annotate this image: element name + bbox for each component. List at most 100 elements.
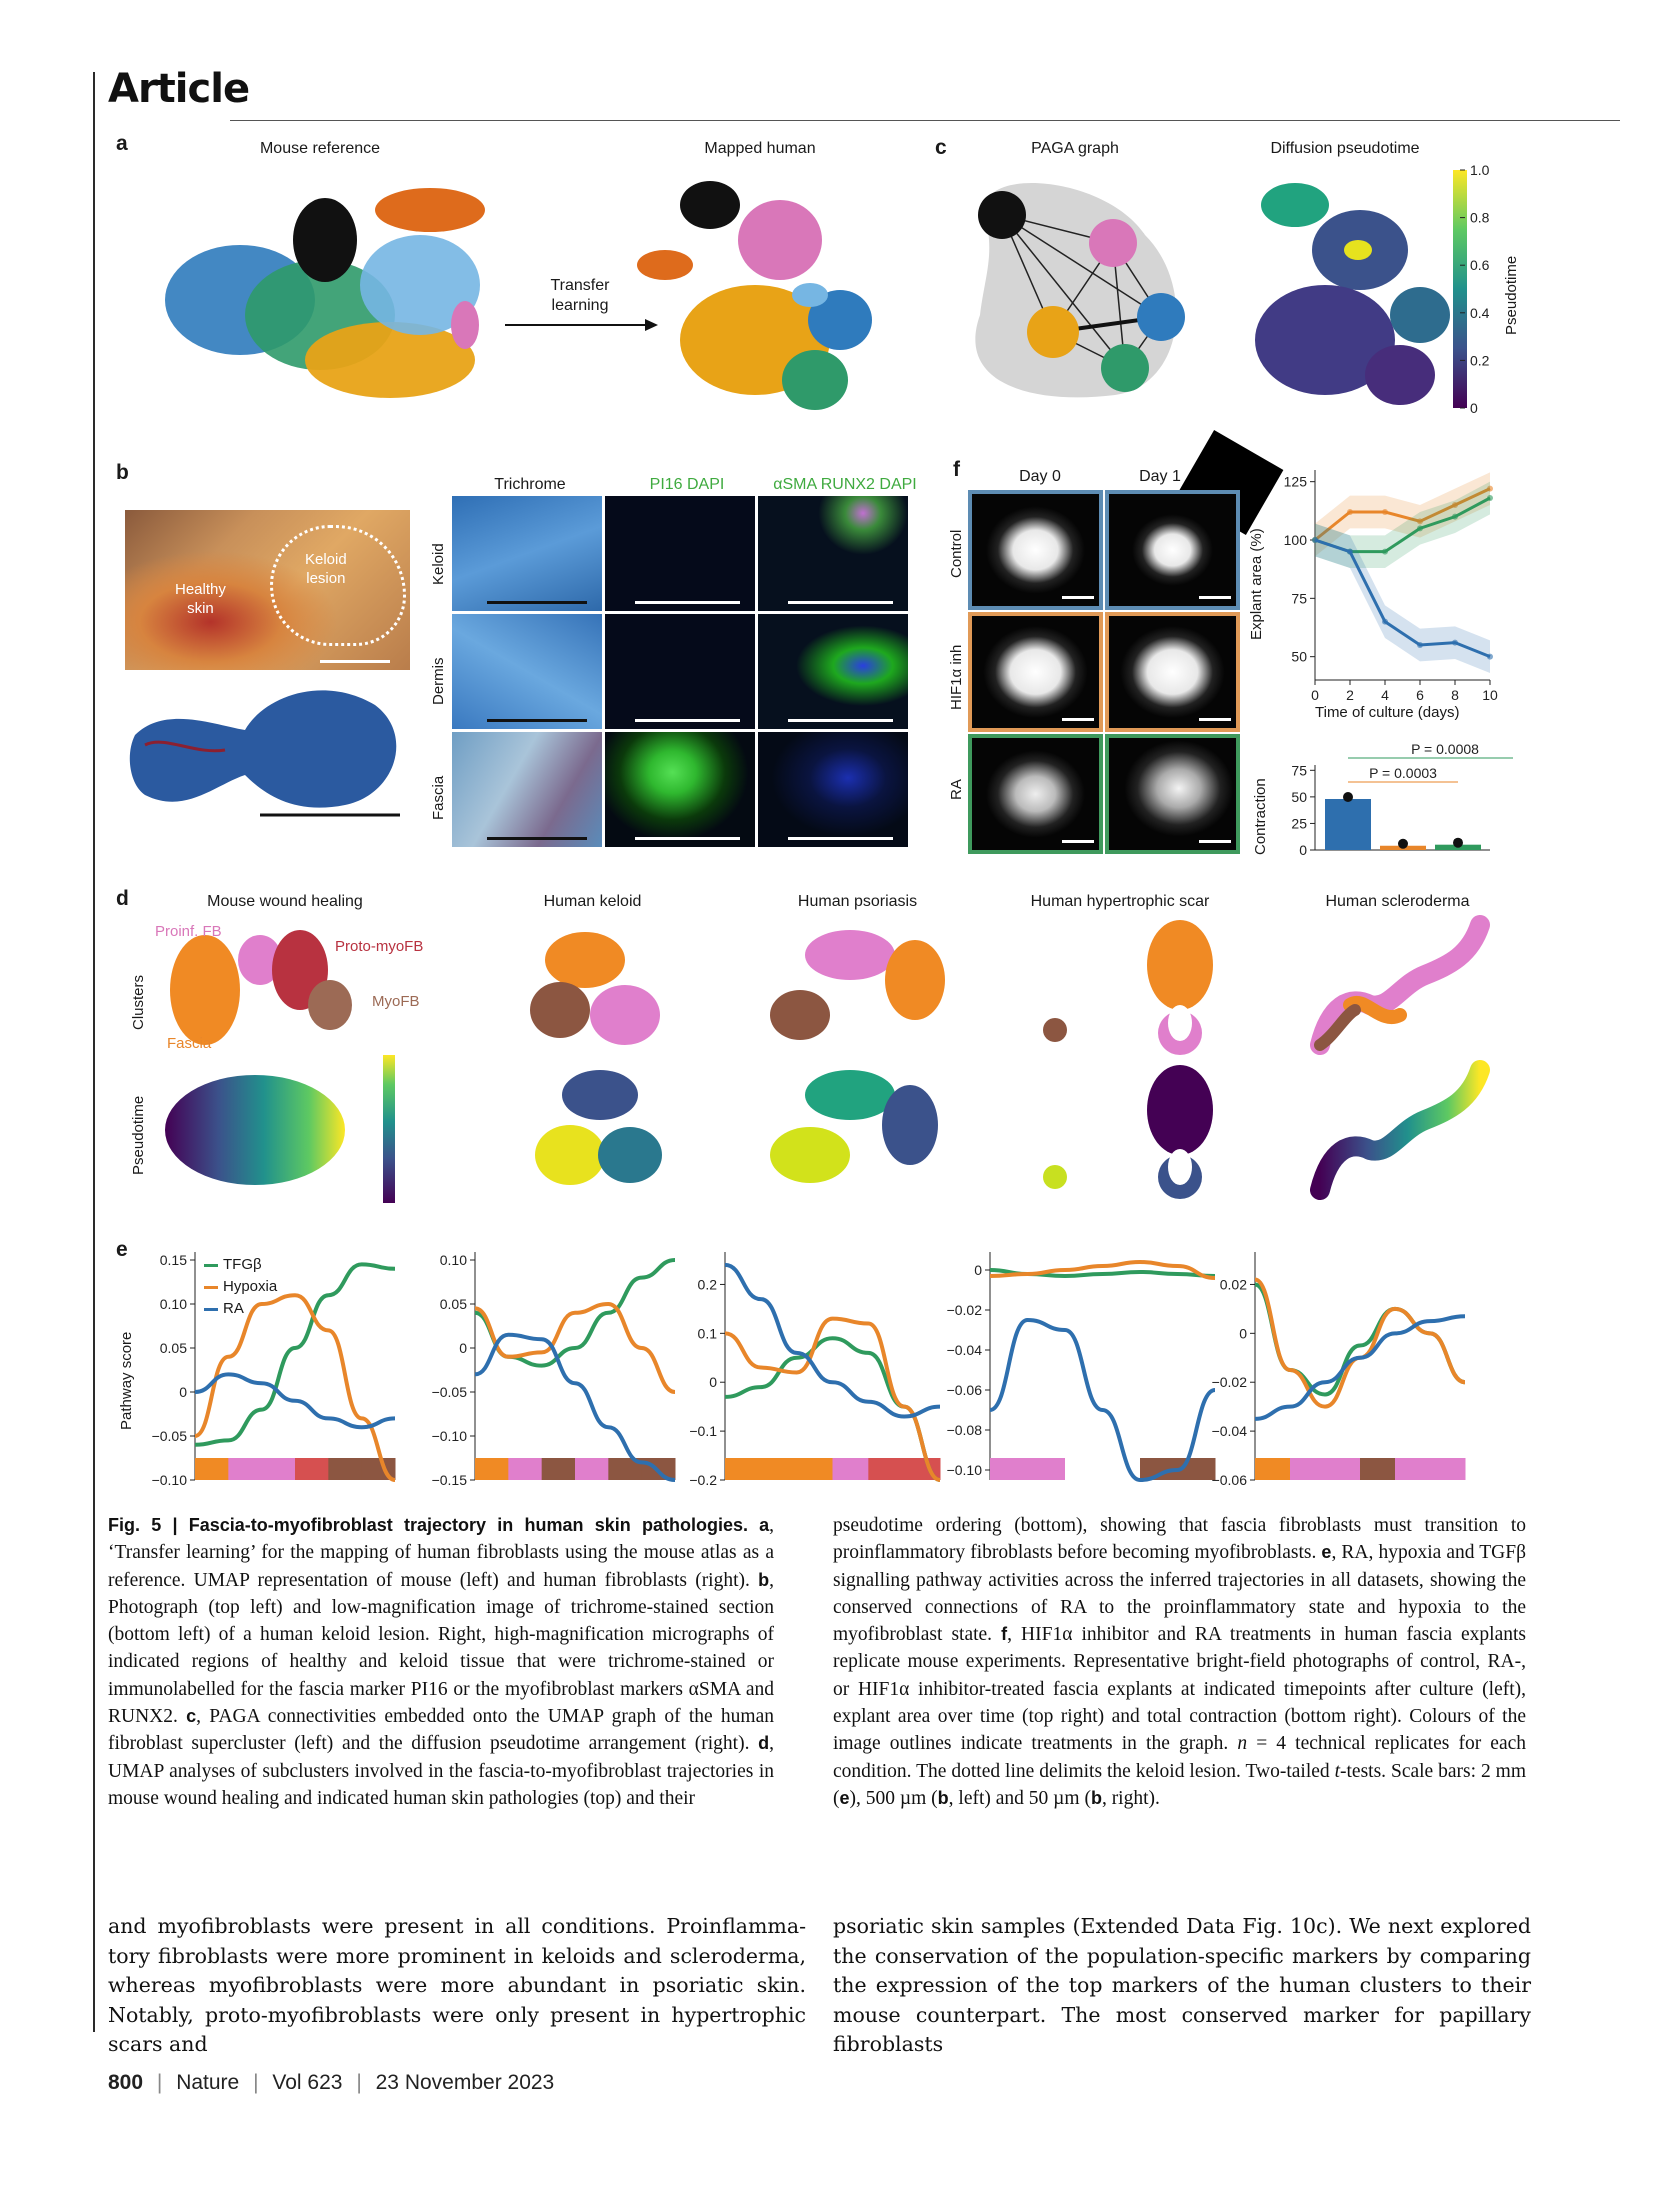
y-tick-label: −0.08 <box>947 1422 983 1438</box>
row-label-hif1a: HIF1α inh <box>948 644 965 710</box>
y-tick-label: 0 <box>459 1340 467 1356</box>
x-tick-label: 10 <box>1482 687 1498 703</box>
pi16-fascia <box>605 732 755 847</box>
trajectory-strip <box>725 1458 762 1480</box>
y-tick-label: 0 <box>1239 1325 1247 1341</box>
cluster-label-myofb: MyoFB <box>372 993 420 1010</box>
col-title-asma: αSMA RUNX2 DAPI <box>773 476 917 493</box>
bar-point <box>1343 792 1353 802</box>
trajectory-strip <box>575 1458 609 1480</box>
row-label-ra: RA <box>948 779 965 800</box>
series-point <box>1417 642 1423 648</box>
x-tick-label: 6 <box>1416 687 1424 703</box>
page-number: 800 <box>108 2071 144 2094</box>
col-title-trichrome: Trichrome <box>494 476 566 493</box>
pathway-line <box>194 1372 396 1430</box>
trajectory-strip <box>832 1458 869 1480</box>
panel-c-label: c <box>935 136 947 159</box>
y-tick-label: 0 <box>1299 842 1307 858</box>
legend-ra-label: RA <box>223 1300 244 1317</box>
y-tick-label: −0.02 <box>1212 1374 1248 1390</box>
trajectory-strip <box>868 1458 905 1480</box>
diffusion-pseudotime-umap <box>1255 170 1467 408</box>
row-label-control: Control <box>948 529 965 578</box>
panel-a-right-title: Mapped human <box>704 140 816 157</box>
series-point <box>1417 525 1423 532</box>
transfer-arrow <box>505 319 658 331</box>
journal-volume: Vol 623 <box>272 2071 343 2094</box>
series-line <box>1314 487 1491 542</box>
legend-tgfb: TFGβ <box>204 1254 277 1276</box>
panel-a-label: a <box>116 132 128 155</box>
series-point <box>1417 518 1423 525</box>
pathway-line <box>989 1317 1216 1483</box>
pathway-line <box>724 1316 941 1482</box>
body-text-right: psoriatic skin samples (Extended Data Fi… <box>833 1914 1531 2056</box>
trichrome-fascia <box>452 732 602 847</box>
pathway-line <box>724 1262 941 1419</box>
contraction-ylabel: Contraction <box>1252 778 1269 855</box>
colorbar-tick-label: 1.0 <box>1470 165 1490 178</box>
trajectory-strip <box>541 1458 576 1480</box>
explant-area-xlabel: Time of culture (days) <box>1315 704 1460 721</box>
trichrome-dermis <box>452 614 602 729</box>
series-point <box>1452 513 1458 520</box>
legend-tgfb-label: TFGβ <box>223 1256 262 1273</box>
trajectory-strip <box>1255 1458 1291 1480</box>
panel-f-label: f <box>953 458 960 481</box>
y-tick-label: −0.05 <box>432 1384 468 1400</box>
pi16-keloid <box>605 496 755 611</box>
cluster-label-protomyofb: Proto-myoFB <box>335 938 424 955</box>
y-tick-label: 0.02 <box>1220 1276 1247 1292</box>
explant-hif1a-day1 <box>1105 612 1240 732</box>
legend-hypoxia: Hypoxia <box>204 1276 277 1298</box>
series-point <box>1382 618 1388 625</box>
colorbar-tick-label: 0.4 <box>1470 305 1490 321</box>
y-tick-label: −0.1 <box>689 1423 717 1439</box>
y-tick-label: −0.10 <box>152 1472 188 1488</box>
p-value-annotation: P = 0.0008 <box>1411 741 1479 757</box>
page-footer: 800 | Nature | Vol 623 | 23 November 202… <box>108 2071 555 2094</box>
pathway-line <box>989 1259 1216 1280</box>
trajectory-strip <box>990 1458 1028 1480</box>
col-title-pi16: PI16 DAPI <box>649 476 725 493</box>
y-tick-label: −0.04 <box>947 1342 983 1358</box>
y-tick-label: 0.05 <box>440 1296 467 1312</box>
y-tick-label: 125 <box>1284 474 1308 490</box>
row-label-fascia: Fascia <box>430 775 447 820</box>
series-point <box>1382 548 1388 555</box>
series-point <box>1487 495 1493 501</box>
series-point <box>1347 509 1353 515</box>
y-tick-label: 50 <box>1291 789 1307 805</box>
asma-dermis <box>758 614 908 729</box>
trajectory-strip <box>328 1458 363 1480</box>
d-title-psoriasis: Human psoriasis <box>797 893 918 910</box>
pathway-line <box>1254 1282 1466 1397</box>
y-tick-label: −0.10 <box>432 1428 468 1444</box>
healthy-skin-label: Healthy skin <box>175 581 226 617</box>
trajectory-strip <box>1027 1458 1066 1480</box>
y-tick-label: 0 <box>709 1374 717 1390</box>
panel-a-umaps <box>165 181 872 410</box>
x-tick-label: 4 <box>1381 687 1389 703</box>
series-point <box>1487 485 1493 492</box>
y-tick-label: 0.2 <box>698 1276 718 1292</box>
y-tick-label: 25 <box>1291 815 1307 831</box>
pathway-line <box>1254 1314 1466 1421</box>
scale-bar <box>320 660 390 663</box>
trajectory-strip <box>475 1458 509 1480</box>
d-title-hypertrophic: Human hypertrophic scar <box>1030 893 1210 910</box>
page-header: Article <box>108 66 250 112</box>
panel-c-right-title: Diffusion pseudotime <box>1270 140 1420 157</box>
bar-point <box>1398 838 1408 849</box>
panel-e-label: e <box>116 1238 128 1261</box>
trajectory-strip <box>1140 1458 1178 1480</box>
bar <box>1325 799 1371 850</box>
y-tick-label: 75 <box>1291 590 1307 606</box>
y-tick-label: 75 <box>1291 762 1307 778</box>
trichrome-section <box>129 690 400 817</box>
trajectory-strip <box>1290 1458 1326 1480</box>
explant-area-ylabel: Explant area (%) <box>1248 528 1265 640</box>
y-tick-label: 0 <box>179 1384 187 1400</box>
y-tick-label: −0.15 <box>432 1472 468 1488</box>
